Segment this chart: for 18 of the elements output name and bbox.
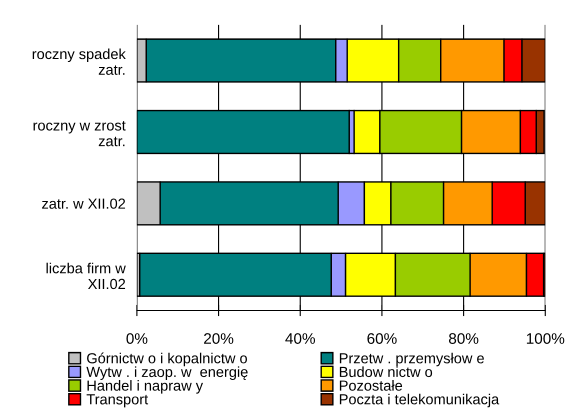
y-tick-label: roczny w zrost zatr.: [34, 121, 126, 146]
y-tick-label: liczba firm w XII.02: [46, 262, 126, 290]
x-tick-label: 0%: [126, 333, 148, 344]
x-tick-label: 40%: [285, 333, 315, 344]
legend-label: Budow nictw o: [340, 366, 432, 378]
x-tick-label: 80%: [448, 333, 478, 344]
x-tick-label: 20%: [204, 333, 234, 344]
x-tick-label: 100%: [526, 333, 564, 344]
legend-label: Handel i napraw y: [88, 380, 204, 394]
x-tick-label: 60%: [367, 333, 397, 344]
legend-label: Poczta i telekomunikacja: [340, 394, 500, 408]
legend-label: Wytw . i zaop. w energię: [86, 366, 248, 380]
y-tick-label: zatr. w XII.02: [42, 198, 126, 209]
legend-label: Górnictw o i kopalnictw o: [87, 352, 247, 366]
legend-label: Pozostałe: [340, 380, 402, 391]
legend-label: Transport: [86, 394, 148, 408]
y-tick-label: roczny spadek zatr.: [32, 48, 126, 75]
legend-label: Przetw . przemysłow e: [340, 352, 484, 366]
